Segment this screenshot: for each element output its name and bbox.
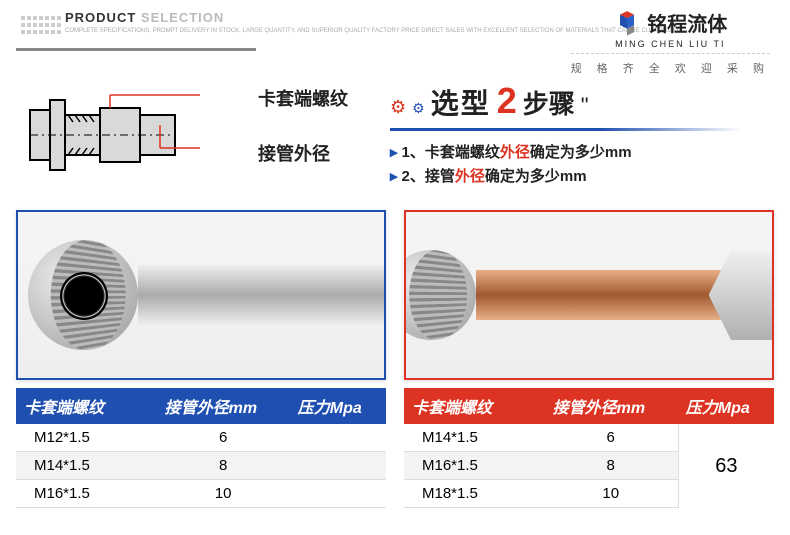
fitting-diagram: 卡套端螺纹 接管外径 bbox=[20, 80, 360, 200]
table-row: M12*1.56 bbox=[16, 424, 386, 452]
product-photos-row bbox=[0, 200, 790, 380]
table-header: 卡套端螺纹 接管外径mm 压力Mpa bbox=[16, 388, 386, 424]
triangle-icon: ▸ bbox=[390, 144, 398, 161]
table-row: M18*1.510 bbox=[404, 480, 678, 508]
heading-dark: PRODUCT bbox=[65, 10, 136, 25]
product-photo-left bbox=[16, 210, 386, 380]
heading-light: SELECTION bbox=[136, 10, 224, 25]
th-od: 接管外径mm bbox=[545, 388, 678, 424]
pressure-merged-cell: 63 bbox=[678, 424, 774, 508]
steps-list: ▸1、卡套端螺纹外径确定为多少mm ▸2、接管外径确定为多少mm bbox=[390, 141, 740, 189]
product-photo-right bbox=[404, 210, 774, 380]
brand-name-cn: 铭程流体 bbox=[647, 8, 727, 37]
table-row: M16*1.58 bbox=[404, 452, 678, 480]
nut-illustration bbox=[709, 250, 774, 340]
th-thread: 卡套端螺纹 bbox=[404, 388, 545, 424]
spec-tables-row: 卡套端螺纹 接管外径mm 压力Mpa M12*1.56 M14*1.58 M16… bbox=[0, 380, 790, 508]
step-item: ▸2、接管外径确定为多少mm bbox=[390, 165, 740, 189]
header-divider bbox=[16, 48, 256, 51]
table-row: M16*1.510 bbox=[16, 480, 386, 508]
table-row: M14*1.56 bbox=[404, 424, 678, 452]
steps-title: ⚙ ⚙ 选型 2 步骤 " bbox=[390, 80, 740, 131]
selection-steps: ⚙ ⚙ 选型 2 步骤 " ▸1、卡套端螺纹外径确定为多少mm ▸2、接管外径确… bbox=[360, 80, 740, 200]
quote-mark: " bbox=[581, 93, 589, 119]
brand-subtitle: 规 格 齐 全 欢 迎 采 购 bbox=[571, 53, 770, 76]
step-item: ▸1、卡套端螺纹外径确定为多少mm bbox=[390, 141, 740, 165]
gear-icon-2: ⚙ bbox=[412, 100, 425, 117]
diagram-label-od: 接管外径 bbox=[258, 140, 330, 166]
brand-name-en: MING CHEN LIU TI bbox=[571, 39, 770, 49]
th-pressure: 压力Mpa bbox=[290, 388, 386, 424]
table-row: M14*1.58 bbox=[16, 452, 386, 480]
triangle-icon: ▸ bbox=[390, 168, 398, 185]
cube-logo-icon bbox=[613, 9, 641, 37]
th-pressure: 压力Mpa bbox=[678, 388, 774, 424]
diagram-steps-row: 卡套端螺纹 接管外径 ⚙ ⚙ 选型 2 步骤 " ▸1、卡套端螺纹外径确定为多少… bbox=[0, 80, 790, 200]
threaded-cap-illustration bbox=[28, 240, 138, 350]
th-od: 接管外径mm bbox=[157, 388, 290, 424]
spec-table-left: 卡套端螺纹 接管外径mm 压力Mpa M12*1.56 M14*1.58 M16… bbox=[16, 388, 386, 508]
steps-title-prefix: 选型 bbox=[431, 82, 491, 122]
diagram-label-thread: 卡套端螺纹 bbox=[258, 85, 348, 111]
threaded-cap-illustration bbox=[404, 250, 476, 340]
brand-logo-area: 铭程流体 MING CHEN LIU TI 规 格 齐 全 欢 迎 采 购 bbox=[571, 8, 770, 76]
steps-title-suffix: 步骤 bbox=[523, 84, 575, 121]
gear-icon: ⚙ bbox=[390, 97, 406, 118]
tube-illustration bbox=[138, 265, 386, 325]
table-header: 卡套端螺纹 接管外径mm 压力Mpa bbox=[404, 388, 774, 424]
spec-table-right: 卡套端螺纹 接管外径mm 压力Mpa M14*1.56 M16*1.58 M18… bbox=[404, 388, 774, 508]
decorative-dots bbox=[20, 14, 62, 35]
th-thread: 卡套端螺纹 bbox=[16, 388, 157, 424]
header-bar: PRODUCT SELECTION COMPLETE SPECIFICATION… bbox=[0, 0, 790, 80]
steps-title-number: 2 bbox=[497, 80, 517, 122]
